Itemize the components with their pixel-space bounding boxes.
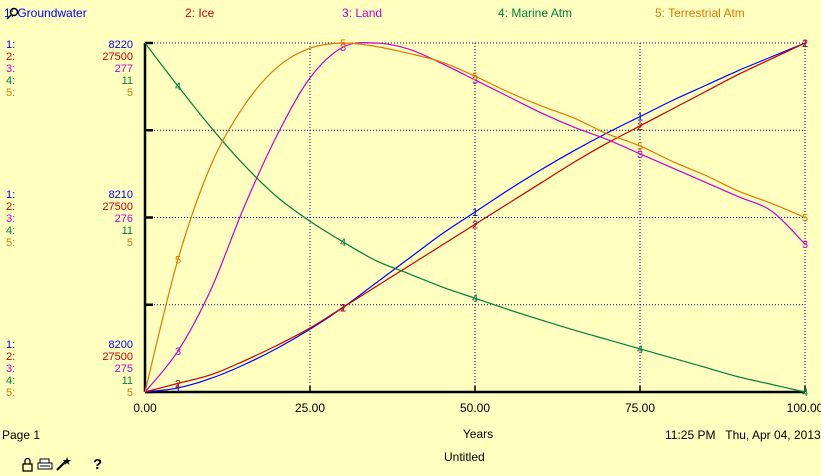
series-marker: 3: [637, 149, 643, 161]
series-marker: 5: [802, 213, 808, 225]
scale-labels: 1: 8220 2: 27500 3: 277 4: 11 5: 5 1: 8210 2: 27500 3:…: [6, 39, 133, 399]
x-tick-label: 100.00: [787, 401, 821, 415]
series-marker: 2: [340, 302, 346, 314]
scale-value: 5: [127, 87, 133, 99]
scale-value: 27500: [102, 351, 133, 363]
scale-id: 2:: [6, 351, 15, 363]
series-marker: 4: [175, 81, 181, 93]
scale-value: 27500: [102, 201, 133, 213]
scale-value: 5: [127, 237, 133, 249]
scale-id: 2:: [6, 201, 15, 213]
scale-id: 1:: [6, 39, 15, 51]
scale-value: 8200: [109, 339, 133, 351]
x-tick-label: 25.00: [295, 401, 325, 415]
series-marker: 4: [340, 237, 346, 249]
series-marker: 3: [472, 75, 478, 87]
scale-id: 5:: [6, 387, 15, 399]
scale-id: 4:: [6, 375, 15, 387]
scale-value: 276: [115, 213, 133, 225]
scale-id: 5:: [6, 87, 15, 99]
scale-id: 4:: [6, 225, 15, 237]
legend-item: 2: Ice: [185, 6, 215, 20]
series-line: [144, 42, 806, 393]
x-tick-label: 75.00: [625, 401, 655, 415]
series-line: [144, 42, 806, 393]
scale-id: 5:: [6, 237, 15, 249]
scale-value: 11: [122, 225, 133, 237]
series-marker: 2: [637, 121, 643, 133]
series-marker: 5: [175, 254, 181, 266]
scale-value: 277: [115, 63, 133, 75]
scale-id: 3:: [6, 363, 15, 375]
legend: 1: Groundwater 2: Ice 3: Land 4: Marine Atm…: [4, 6, 745, 20]
lock-icon[interactable]: [22, 457, 34, 475]
legend-item: 5: Terrestrial Atm: [655, 6, 745, 20]
legend-item: 1: Groundwater: [4, 6, 87, 20]
series-marker: 3: [802, 239, 808, 251]
series-marker: 5: [340, 38, 346, 50]
help-button[interactable]: ?: [93, 456, 103, 473]
series-marker: 2: [802, 38, 808, 50]
x-tick-labels: 0.00 25.00 50.00 75.00 100.00: [133, 401, 821, 415]
document-title: Untitled: [444, 450, 485, 464]
series-marker: 1: [175, 383, 181, 395]
scale-id: 3:: [6, 213, 15, 225]
scale-value: 11: [122, 75, 133, 87]
scale-id: 1:: [6, 339, 15, 351]
series-line: [144, 42, 806, 393]
series-marker: 5: [637, 141, 643, 153]
series-marker: 4: [802, 387, 808, 399]
scale-value: 8220: [109, 39, 133, 51]
scale-value: 11: [122, 375, 133, 387]
scale-id: 4:: [6, 75, 15, 87]
legend-item: 3: Land: [342, 6, 382, 20]
wand-icon[interactable]: [55, 456, 71, 475]
series-marker: 2: [175, 378, 181, 390]
print-icon[interactable]: [37, 458, 53, 475]
series-line: [144, 42, 806, 393]
timestamp: 11:25 PM Thu, Apr 04, 2013: [665, 428, 821, 442]
x-tick-label: 50.00: [460, 401, 490, 415]
series-line: [144, 42, 806, 393]
scale-id: 2:: [6, 51, 15, 63]
x-tick-label: 0.00: [133, 401, 157, 415]
series-marker: 1: [637, 112, 643, 124]
series-marker: 5: [472, 71, 478, 83]
scale-id: 1:: [6, 189, 15, 201]
series-marker: 3: [340, 42, 346, 54]
series-marker: 4: [472, 293, 478, 305]
page-label: Page 1: [2, 428, 41, 442]
scale-value: 8210: [109, 189, 133, 201]
series-marker: 1: [802, 38, 808, 50]
scale-value: 275: [115, 363, 133, 375]
scale-value: 27500: [102, 51, 133, 63]
series-marker: 2: [472, 219, 478, 231]
series-marker: 4: [637, 344, 643, 356]
legend-item: 4: Marine Atm: [498, 6, 572, 20]
x-axis-label: Years: [463, 427, 493, 441]
scale-value: 5: [127, 387, 133, 399]
scale-id: 3:: [6, 63, 15, 75]
series-marker: 1: [340, 302, 346, 314]
series-marker: 1: [472, 207, 478, 219]
pin-icon[interactable]: [6, 7, 19, 20]
series-marker: 3: [175, 346, 181, 358]
